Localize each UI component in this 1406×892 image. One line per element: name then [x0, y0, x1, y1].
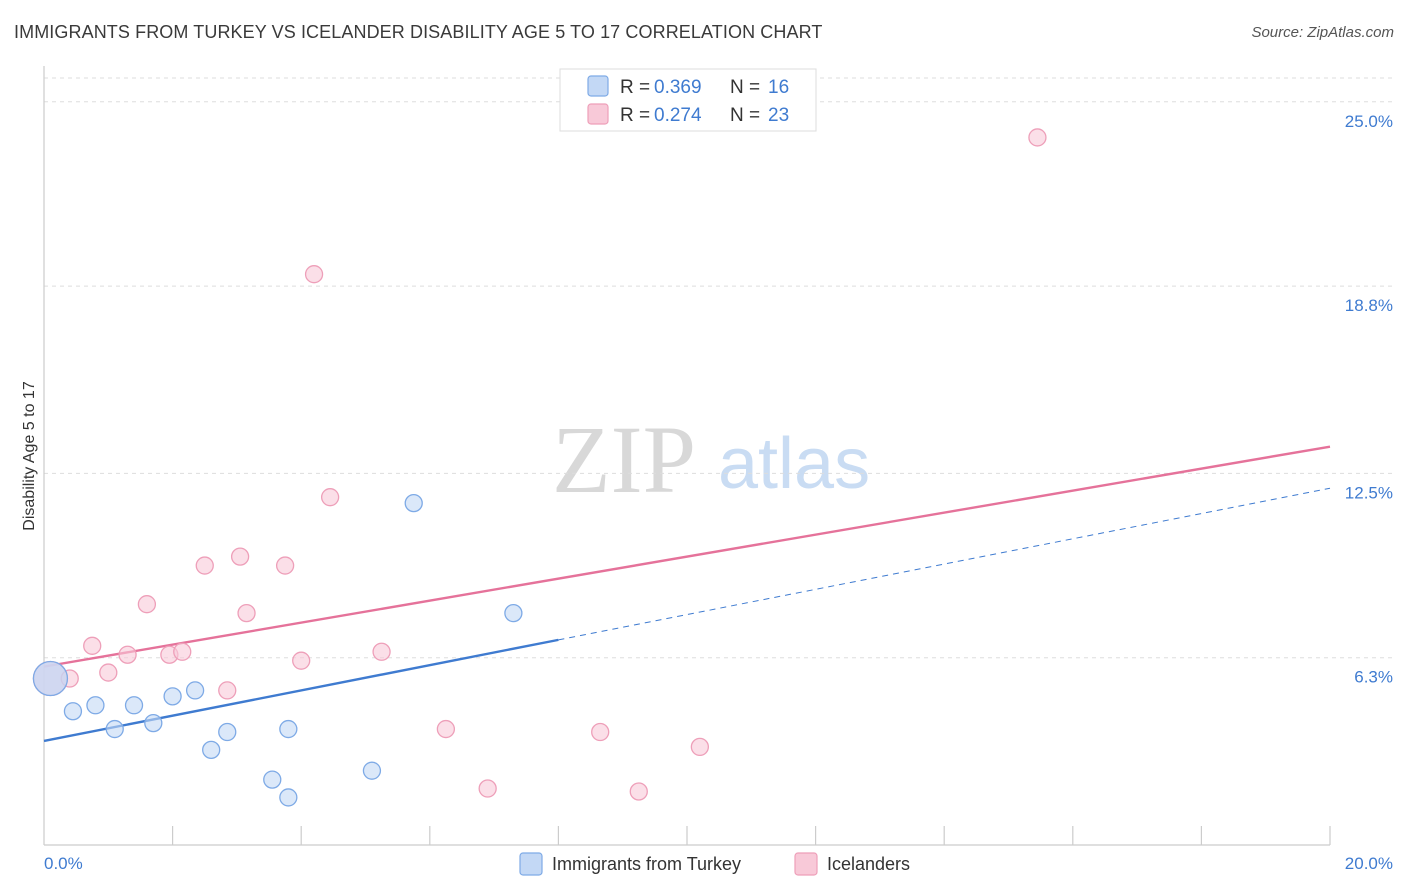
point-turkey-5 [144, 713, 163, 733]
gridlines [44, 77, 1395, 659]
point-turkey-11 [279, 788, 298, 807]
point-turkey-14 [404, 493, 423, 513]
trend-line-icelanders [43, 445, 1331, 668]
point-turkey-8 [202, 740, 221, 760]
point-icelanders-5 [137, 595, 157, 614]
y-tick-label-3: 25.0% [1345, 112, 1393, 131]
series-legend: Immigrants from Turkey Icelanders [519, 852, 910, 876]
point-icelanders-18 [478, 779, 497, 798]
point-turkey-15 [504, 603, 523, 623]
point-turkey-13 [362, 761, 382, 780]
watermark: ZIP atlas [552, 406, 870, 513]
point-icelanders-13 [292, 651, 311, 670]
point-icelanders-2 [83, 636, 102, 655]
chart-title: IMMIGRANTS FROM TURKEY VS ICELANDER DISA… [14, 22, 823, 42]
correlation-legend: R = 0.369 N = 16 R = 0.274 N = 23 [559, 68, 817, 132]
point-turkey-7 [185, 681, 205, 700]
x-tick-label-max: 20.0% [1345, 854, 1393, 873]
y-axis-label: Disability Age 5 to 17 [21, 381, 38, 531]
point-turkey-12 [279, 719, 298, 739]
legend-swatch-turkey [587, 75, 609, 97]
y-tick-label-1: 12.5% [1345, 483, 1393, 502]
legend-r-label-turkey: R = [620, 77, 650, 98]
source-credit: Source: ZipAtlas.com [1251, 24, 1394, 41]
axes [43, 66, 1331, 846]
point-turkey-3 [105, 719, 124, 739]
legend-n-value-turkey: 16 [768, 77, 789, 98]
point-turkey-0 [32, 660, 69, 697]
legend-n-label-turkey: N = [730, 77, 760, 98]
watermark-atlas: atlas [718, 424, 870, 504]
point-icelanders-14 [304, 265, 324, 284]
point-icelanders-15 [320, 488, 340, 507]
legend-r-label-icelanders: R = [620, 105, 650, 126]
point-icelanders-4 [118, 645, 137, 664]
point-icelanders-12 [275, 556, 295, 575]
point-turkey-10 [263, 770, 282, 789]
point-icelanders-17 [436, 719, 456, 739]
y-tick-labels: 6.3% 12.5% 18.8% 25.0% [1345, 112, 1393, 687]
point-turkey-4 [124, 696, 144, 715]
point-icelanders-22 [1028, 128, 1047, 147]
point-turkey-9 [218, 722, 237, 742]
point-icelanders-9 [218, 681, 237, 700]
point-turkey-6 [163, 687, 182, 706]
point-icelanders-7 [173, 642, 192, 661]
bottom-legend-swatch-turkey [519, 852, 543, 876]
point-icelanders-10 [230, 547, 250, 566]
point-turkey-1 [63, 702, 83, 721]
legend-n-value-icelanders: 23 [768, 105, 789, 126]
trend-lines [43, 445, 1331, 743]
bottom-legend-label-icelanders: Icelanders [827, 854, 910, 874]
x-tick-label-min: 0.0% [44, 854, 83, 873]
point-icelanders-20 [629, 782, 648, 801]
point-icelanders-11 [237, 603, 256, 623]
point-icelanders-19 [591, 722, 610, 742]
trend-line-turkey [43, 638, 559, 743]
data-points [32, 128, 1047, 807]
y-tick-label-2: 18.8% [1345, 296, 1393, 315]
y-tick-label-0: 6.3% [1354, 668, 1393, 687]
point-turkey-2 [86, 696, 105, 715]
legend-swatch-icelanders [587, 103, 609, 125]
bottom-legend-swatch-icelanders [794, 852, 818, 876]
legend-r-value-turkey: 0.369 [654, 77, 702, 98]
bottom-legend-label-turkey: Immigrants from Turkey [552, 854, 741, 874]
watermark-zip: ZIP [552, 406, 696, 513]
point-icelanders-16 [372, 642, 391, 661]
legend-r-value-icelanders: 0.274 [654, 105, 702, 126]
point-icelanders-21 [690, 737, 710, 757]
point-icelanders-3 [99, 663, 118, 682]
legend-n-label-icelanders: N = [730, 105, 760, 126]
point-icelanders-8 [195, 556, 214, 575]
